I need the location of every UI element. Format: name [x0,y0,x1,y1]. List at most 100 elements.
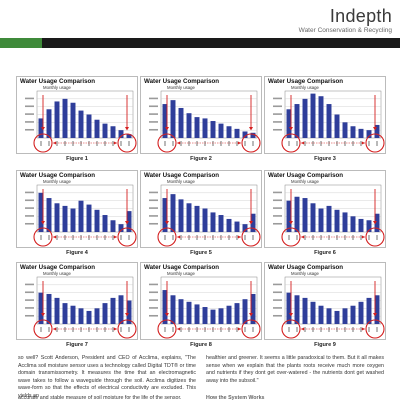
arrowhead-left [301,141,304,145]
arrowhead-down-right [125,221,129,225]
bar [250,213,256,232]
y-tick-label [149,299,158,301]
y-tick-label [25,105,34,108]
figure-caption: Figure 1 [66,156,88,162]
x-tick-label [180,235,182,240]
bar [110,126,116,138]
bar [350,305,356,324]
bar [234,303,240,324]
x-tick-label [104,235,106,240]
annotation-circle-right [241,319,261,339]
annotation-circle-right [365,133,385,153]
annotation-circle-left [157,227,177,247]
figure-caption: Figure 8 [190,342,212,348]
x-tick-label [376,235,378,240]
x-tick-label [196,327,198,332]
arrowhead-right [114,235,117,239]
figure-caption: Figure 4 [66,250,88,256]
x-tick-label [220,141,222,146]
bar [46,293,52,324]
chart-title: Water Usage Comparison [268,264,344,271]
x-tick-label [164,235,166,240]
bar [302,198,308,232]
header-band [0,38,400,48]
x-tick-label [128,235,130,240]
x-tick-label [296,235,298,240]
arrowhead-left [177,141,180,145]
arrowhead-left [177,327,180,331]
x-tick-label [88,141,90,146]
x-tick-label [196,235,198,240]
x-tick-label [72,327,74,332]
chart-subtitle: Monthly usage [43,179,71,184]
x-tick-label [40,235,42,240]
chart-svg [149,276,261,339]
x-tick-label [352,235,354,240]
x-tick-label [172,327,174,332]
y-tick-label [25,291,34,294]
arrowhead-left [301,327,304,331]
bar [302,297,308,324]
bar [54,203,60,232]
header-title: Indepth [329,6,392,26]
y-tick-label [149,113,158,115]
bar [102,303,108,324]
annotation-circle-right [365,319,385,339]
x-tick-label [252,327,254,332]
bar [358,128,364,138]
band-black [42,38,400,48]
y-tick-label [25,299,34,301]
x-tick-label [360,327,362,332]
y-tick-label [273,113,282,115]
y-tick-label [273,207,282,209]
bar [86,204,92,232]
x-tick-label [236,235,238,240]
bar [38,292,44,324]
bar [234,128,240,138]
y-tick-label [149,121,158,123]
bar [234,221,240,232]
bar [78,200,84,232]
x-tick-label [344,235,346,240]
arrowhead-down-left [289,313,293,317]
x-tick-label [344,327,346,332]
y-tick-label [273,97,282,100]
x-tick-label [236,141,238,146]
bar [250,293,256,324]
bar [326,104,332,138]
x-tick-label [212,235,214,240]
bar [178,107,184,138]
x-tick-label [204,327,206,332]
x-tick-label [228,327,230,332]
x-tick-label [228,235,230,240]
chart-subtitle: Monthly usage [167,179,195,184]
arrowhead-right [114,141,117,145]
bar [194,117,200,138]
x-tick-label [72,235,74,240]
bar [118,224,124,232]
y-tick-label [25,283,34,286]
bar [210,309,216,324]
figure-chart-8: Water Usage Comparison Monthly usage [140,262,262,340]
y-tick-label [273,314,282,317]
x-tick-label [336,327,338,332]
y-tick-label [25,191,34,194]
x-tick-label [204,235,206,240]
bar [310,301,316,324]
x-tick-label [320,327,322,332]
chart-subtitle: Monthly usage [167,85,195,90]
x-tick-label [80,235,82,240]
figure-caption: Figure 6 [314,250,336,256]
bar [326,205,332,232]
bar [342,212,348,232]
x-tick-label [188,327,190,332]
x-tick-label [320,235,322,240]
bar [118,295,124,324]
arrowhead-down-left [289,221,293,225]
x-tick-label [376,141,378,146]
arrowhead-down-right [249,127,253,131]
x-tick-label [88,327,90,332]
bar [226,126,232,138]
x-tick-label [288,327,290,332]
x-tick-label [128,327,130,332]
